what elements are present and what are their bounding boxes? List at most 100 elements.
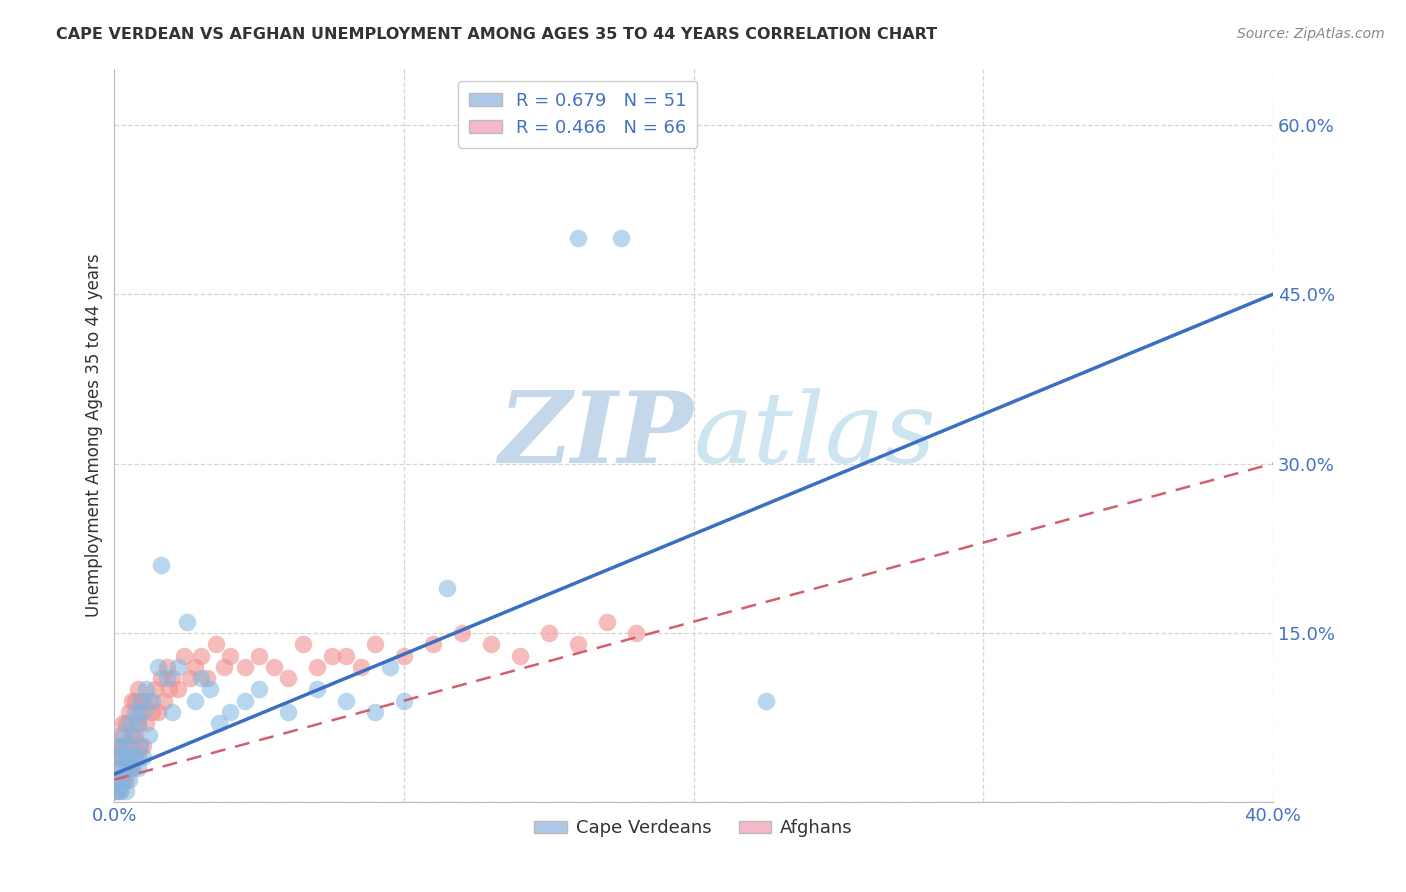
Point xyxy=(198,682,221,697)
Point xyxy=(121,727,143,741)
Point xyxy=(108,784,131,798)
Point xyxy=(162,671,184,685)
Point xyxy=(129,705,152,719)
Point xyxy=(124,750,146,764)
Point xyxy=(105,750,128,764)
Point xyxy=(118,772,141,787)
Point xyxy=(173,648,195,663)
Point xyxy=(190,671,212,685)
Point xyxy=(233,660,256,674)
Point xyxy=(108,761,131,775)
Point xyxy=(112,716,135,731)
Point xyxy=(321,648,343,663)
Point xyxy=(105,739,128,753)
Point xyxy=(184,660,207,674)
Point xyxy=(129,739,152,753)
Point xyxy=(141,694,163,708)
Point xyxy=(124,705,146,719)
Point xyxy=(146,705,169,719)
Point xyxy=(184,694,207,708)
Point xyxy=(127,682,149,697)
Point xyxy=(277,705,299,719)
Point xyxy=(105,761,128,775)
Point xyxy=(392,648,415,663)
Point xyxy=(129,739,152,753)
Point xyxy=(277,671,299,685)
Point xyxy=(214,660,236,674)
Point xyxy=(132,750,155,764)
Point xyxy=(135,682,157,697)
Point xyxy=(152,694,174,708)
Point xyxy=(108,739,131,753)
Point xyxy=(112,739,135,753)
Point xyxy=(364,637,387,651)
Point xyxy=(451,626,474,640)
Point xyxy=(132,694,155,708)
Point xyxy=(121,727,143,741)
Point xyxy=(307,682,329,697)
Point xyxy=(121,694,143,708)
Point xyxy=(149,558,172,573)
Point xyxy=(118,716,141,731)
Point xyxy=(124,694,146,708)
Point xyxy=(118,761,141,775)
Point xyxy=(112,750,135,764)
Point xyxy=(121,761,143,775)
Point xyxy=(118,739,141,753)
Point xyxy=(291,637,314,651)
Point xyxy=(124,727,146,741)
Point xyxy=(349,660,371,674)
Point xyxy=(127,750,149,764)
Point xyxy=(115,716,138,731)
Point xyxy=(138,727,160,741)
Point xyxy=(124,750,146,764)
Point xyxy=(132,705,155,719)
Point xyxy=(610,231,633,245)
Point xyxy=(112,772,135,787)
Legend: Cape Verdeans, Afghans: Cape Verdeans, Afghans xyxy=(527,812,860,845)
Text: CAPE VERDEAN VS AFGHAN UNEMPLOYMENT AMONG AGES 35 TO 44 YEARS CORRELATION CHART: CAPE VERDEAN VS AFGHAN UNEMPLOYMENT AMON… xyxy=(56,27,938,42)
Point xyxy=(127,716,149,731)
Point xyxy=(162,705,184,719)
Point xyxy=(179,671,201,685)
Point xyxy=(567,231,589,245)
Text: ZIP: ZIP xyxy=(499,387,693,483)
Point xyxy=(132,739,155,753)
Point xyxy=(118,750,141,764)
Point xyxy=(112,772,135,787)
Point xyxy=(115,750,138,764)
Point xyxy=(121,761,143,775)
Point xyxy=(127,761,149,775)
Point xyxy=(378,660,401,674)
Point xyxy=(105,784,128,798)
Point xyxy=(335,648,357,663)
Point xyxy=(118,705,141,719)
Point xyxy=(115,739,138,753)
Point xyxy=(392,694,415,708)
Point xyxy=(509,648,531,663)
Point xyxy=(143,682,166,697)
Point xyxy=(195,671,218,685)
Point xyxy=(364,705,387,719)
Point xyxy=(755,694,778,708)
Point xyxy=(155,660,177,674)
Point xyxy=(219,705,242,719)
Point xyxy=(108,750,131,764)
Point xyxy=(159,682,181,697)
Point xyxy=(624,626,647,640)
Point xyxy=(115,784,138,798)
Point xyxy=(112,727,135,741)
Point xyxy=(127,716,149,731)
Point xyxy=(567,637,589,651)
Point xyxy=(537,626,560,640)
Point xyxy=(263,660,285,674)
Point xyxy=(167,682,190,697)
Point xyxy=(129,694,152,708)
Point xyxy=(108,784,131,798)
Point xyxy=(208,716,231,731)
Text: atlas: atlas xyxy=(693,388,936,483)
Point xyxy=(115,772,138,787)
Point xyxy=(422,637,444,651)
Point xyxy=(335,694,357,708)
Point xyxy=(105,784,128,798)
